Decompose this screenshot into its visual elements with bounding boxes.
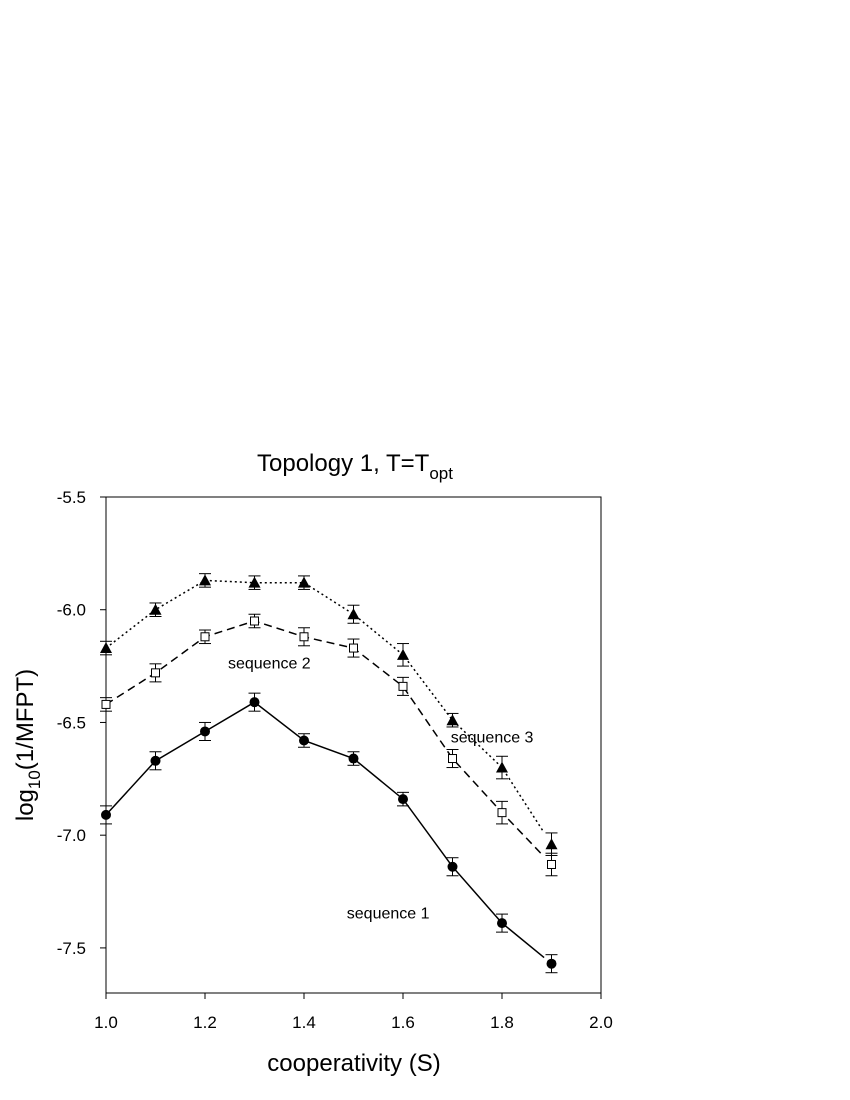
data-point — [149, 603, 162, 615]
series-line — [105, 701, 545, 959]
data-point — [397, 648, 409, 660]
x-tick-label: 1.8 — [490, 1013, 514, 1032]
data-point — [151, 668, 160, 678]
series-2 — [100, 613, 558, 877]
annotation-layer: sequence 2 sequence 3 sequence 1 — [228, 655, 534, 922]
data-point — [199, 574, 211, 586]
x-axis: 1.0 1.2 1.4 1.6 1.8 2.0 — [94, 993, 613, 1032]
data-point — [349, 643, 358, 653]
data-point — [249, 697, 260, 708]
data-point — [347, 608, 360, 620]
series-1 — [100, 692, 558, 974]
x-tick-label: 2.0 — [589, 1013, 613, 1032]
data-point — [101, 809, 111, 820]
data-point — [496, 761, 508, 773]
series-annotation: sequence 3 — [451, 730, 534, 747]
y-tick-label: -6.5 — [57, 713, 86, 732]
x-tick-label: 1.6 — [391, 1013, 415, 1032]
data-point — [150, 755, 161, 766]
x-tick-label: 1.0 — [94, 1013, 118, 1032]
data-point — [447, 861, 458, 872]
plot-frame — [105, 496, 602, 994]
data-point — [398, 681, 408, 691]
series-annotation: sequence 1 — [347, 906, 430, 923]
y-tick-label: -7.0 — [57, 826, 86, 845]
y-tick-label: -6.0 — [57, 601, 86, 620]
data-point — [446, 714, 459, 726]
series-annotation: sequence 2 — [228, 655, 311, 672]
data-point — [545, 838, 558, 850]
x-tick-label: 1.4 — [292, 1013, 316, 1032]
series-line — [105, 620, 545, 858]
x-tick-label: 1.2 — [193, 1013, 217, 1032]
data-point — [101, 699, 111, 709]
y-tick-label: -7.5 — [57, 939, 86, 958]
series-3 — [100, 573, 558, 856]
y-tick-label: -5.5 — [57, 488, 86, 507]
data-point — [547, 859, 556, 869]
y-axis: -5.5 -6.0 -6.5 -7.0 -7.5 — [57, 488, 106, 958]
data-point — [448, 754, 457, 764]
data-point — [497, 918, 507, 929]
chart-title: Topology 1, T=Topt — [257, 450, 453, 483]
data-point — [250, 616, 259, 626]
series-layer — [100, 573, 558, 974]
data-point — [299, 632, 309, 642]
data-point — [299, 735, 309, 746]
data-point — [546, 958, 557, 969]
data-point — [298, 576, 310, 588]
data-point — [348, 753, 359, 764]
x-axis-title: cooperativity (S) — [267, 1050, 440, 1077]
data-point — [497, 808, 507, 818]
data-point — [200, 632, 210, 642]
data-point — [398, 794, 408, 805]
y-axis-title: log10(1/MFPT) — [12, 669, 44, 821]
data-point — [100, 642, 112, 654]
data-point — [200, 726, 210, 737]
series-line — [105, 579, 545, 834]
data-point — [248, 576, 261, 588]
